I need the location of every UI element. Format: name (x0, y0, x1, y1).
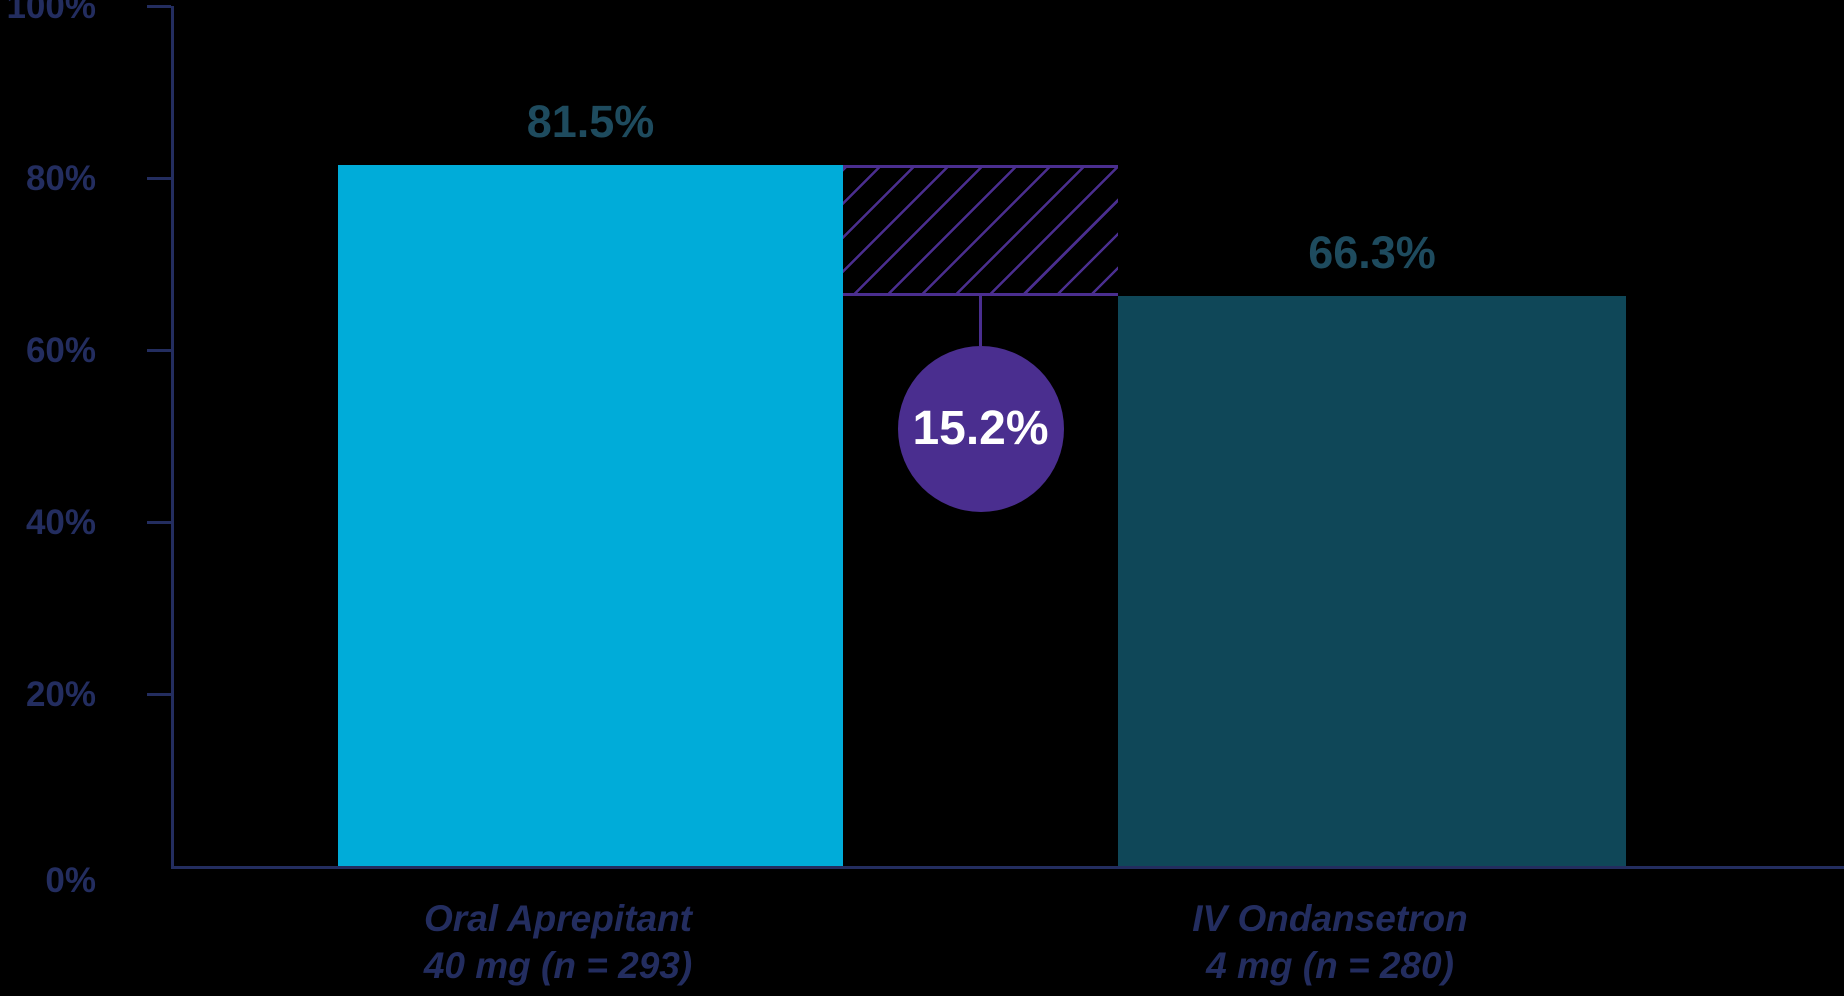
category-label: Oral Aprepitant 40 mg (n = 293) (228, 895, 888, 990)
y-tick-label: 80% (25, 159, 96, 198)
difference-connector-line (979, 295, 982, 346)
difference-value-label: 15.2% (912, 401, 1049, 455)
y-tick-mark (147, 520, 171, 524)
y-tick-label: 0% (45, 861, 96, 900)
y-tick-label: 40% (25, 503, 96, 542)
bar-value-label: 66.3% (1308, 226, 1436, 278)
y-tick-mark (147, 348, 171, 352)
category-label-line1: IV Ondansetron (1192, 898, 1468, 939)
y-tick-mark (147, 4, 171, 8)
x-axis-line (171, 866, 1844, 869)
category-label-line1: Oral Aprepitant (424, 898, 692, 939)
category-label-line2: 40 mg (n = 293) (423, 945, 693, 987)
y-tick-mark (147, 176, 171, 180)
y-tick-label: 100% (6, 0, 96, 26)
y-tick-mark (147, 692, 171, 696)
y-tick-label: 20% (25, 675, 96, 714)
y-axis-line (171, 6, 174, 869)
y-tick-label: 60% (25, 331, 96, 370)
difference-hatch-band (843, 165, 1118, 296)
bar-value-label: 81.5% (526, 96, 655, 148)
bar-iv-ondansetron (1118, 295, 1626, 866)
bar-oral-aprepitant (338, 165, 843, 866)
difference-badge: 15.2% (897, 345, 1064, 512)
category-label-line2: 4 mg (n = 280) (1206, 945, 1454, 987)
category-label: IV Ondansetron 4 mg (n = 280) (1000, 895, 1660, 990)
